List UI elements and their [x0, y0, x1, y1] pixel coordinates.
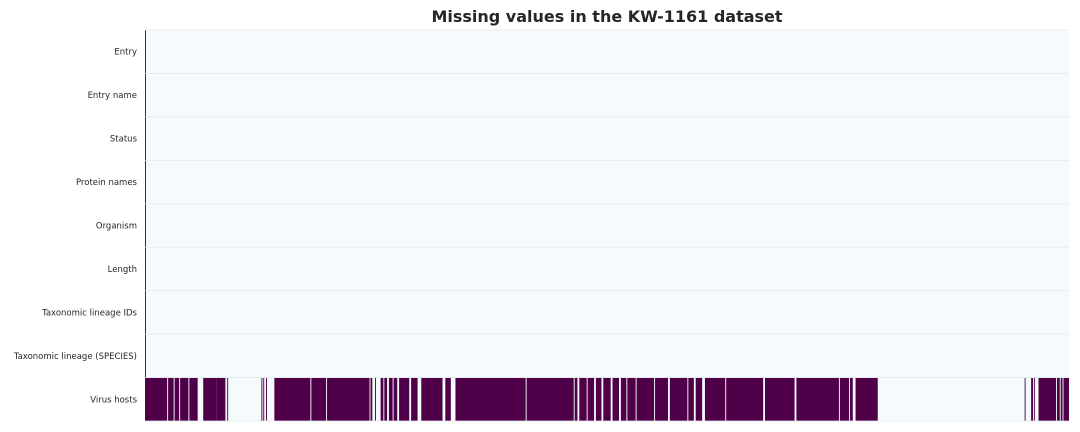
- missing-mark: [145, 116, 146, 161]
- missing-mark: [370, 377, 373, 421]
- missing-mark: [627, 377, 636, 421]
- row-label: Entry name: [88, 91, 137, 101]
- row-label: Protein names: [76, 178, 138, 188]
- row-labels: Entry Entry name Status Protein names Organi…: [13, 48, 138, 406]
- missing-mark: [145, 30, 146, 74]
- missing-mark: [421, 377, 443, 421]
- missing-mark: [669, 377, 688, 421]
- missing-marks: [145, 30, 1069, 421]
- missing-mark: [1033, 377, 1035, 421]
- missing-mark: [203, 377, 217, 421]
- missing-mark: [216, 377, 226, 421]
- missing-mark: [574, 377, 578, 421]
- missing-mark: [227, 377, 229, 421]
- row-bands: [145, 30, 1069, 421]
- missing-mark: [620, 377, 627, 421]
- row-band: [145, 160, 1069, 204]
- missing-mark: [145, 203, 146, 248]
- missing-mark: [388, 377, 393, 421]
- missing-mark: [765, 377, 795, 421]
- missing-mark: [855, 377, 878, 421]
- row-band: [145, 203, 1069, 248]
- missing-mark: [688, 377, 694, 421]
- missing-mark: [145, 73, 146, 117]
- missing-mark: [411, 377, 418, 421]
- missing-mark: [1038, 377, 1057, 421]
- missing-mark: [612, 377, 620, 421]
- missing-mark: [145, 247, 146, 291]
- missing-mark: [1063, 377, 1069, 421]
- missing-mark: [1056, 377, 1060, 421]
- missing-mark: [526, 377, 574, 421]
- missing-mark: [655, 377, 668, 421]
- gridlines: [145, 29, 1069, 422]
- chart-title: Missing values in the KW-1161 dataset: [431, 7, 783, 26]
- missing-mark: [445, 377, 451, 421]
- missing-mark: [603, 377, 611, 421]
- row-label: Taxonomic lineage (SPECIES): [13, 352, 137, 362]
- missing-mark: [274, 377, 311, 421]
- row-label: Length: [108, 265, 137, 275]
- missing-mark: [266, 377, 267, 421]
- missing-mark: [1031, 377, 1033, 421]
- row-band: [145, 73, 1069, 117]
- missing-mark: [263, 377, 265, 421]
- row-band: [145, 334, 1069, 378]
- missing-mark: [1024, 377, 1026, 421]
- missing-mark: [180, 377, 189, 421]
- missing-mark: [311, 377, 327, 421]
- missing-mark: [174, 377, 180, 421]
- missing-mark: [327, 377, 370, 421]
- missing-mark: [399, 377, 410, 421]
- missing-mark: [1060, 377, 1063, 421]
- missing-mark: [726, 377, 764, 421]
- missing-mark: [636, 377, 655, 421]
- missing-mark: [145, 290, 146, 335]
- missing-mark: [587, 377, 595, 421]
- missing-mark: [145, 334, 146, 378]
- missing-mark: [145, 377, 168, 421]
- missing-mark: [393, 377, 398, 421]
- row-label: Taxonomic lineage IDs: [41, 308, 137, 318]
- row-band: [145, 290, 1069, 335]
- row-band: [145, 247, 1069, 291]
- missing-mark: [796, 377, 839, 421]
- missing-mark: [839, 377, 850, 421]
- missing-mark: [189, 377, 198, 421]
- missing-mark: [695, 377, 703, 421]
- missing-mark: [850, 377, 853, 421]
- row-band: [145, 116, 1069, 161]
- missing-mark: [384, 377, 388, 421]
- missing-mark: [380, 377, 384, 421]
- row-label: Organism: [96, 222, 137, 232]
- missing-mark: [145, 160, 146, 204]
- row-label: Status: [110, 135, 138, 145]
- row-band: [145, 30, 1069, 74]
- missing-mark: [595, 377, 602, 421]
- missing-mark: [375, 377, 376, 421]
- missing-mark: [261, 377, 263, 421]
- row-label: Entry: [114, 48, 137, 58]
- missing-mark: [579, 377, 587, 421]
- missing-mark: [704, 377, 726, 421]
- row-label: Virus hosts: [90, 395, 137, 405]
- missing-mark: [168, 377, 174, 421]
- missing-mark: [455, 377, 526, 421]
